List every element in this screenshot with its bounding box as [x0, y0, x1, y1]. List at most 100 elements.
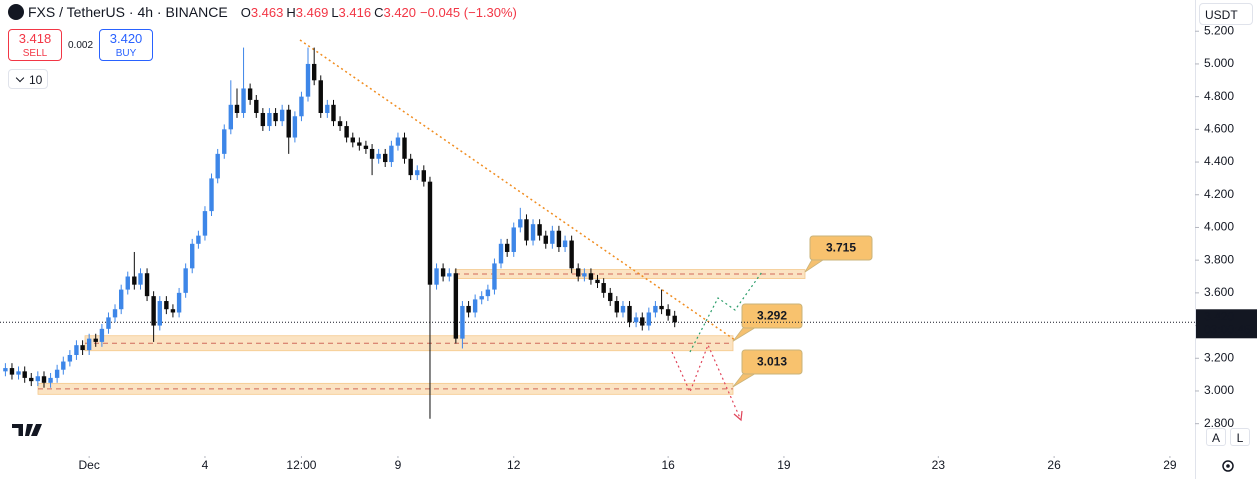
- ohlc-value: 3.416: [338, 4, 372, 20]
- currency-button[interactable]: USDT: [1199, 3, 1253, 25]
- x-tick-label: 9: [395, 458, 402, 472]
- candle-body: [228, 104, 234, 130]
- x-tick-label: Dec: [78, 458, 99, 472]
- candle-body: [29, 377, 34, 382]
- candle-body: [299, 96, 304, 117]
- candle-body: [151, 296, 156, 326]
- candle-body: [183, 268, 188, 293]
- candle-body: [86, 338, 92, 351]
- candle-body: [337, 121, 343, 127]
- candle-body: [3, 368, 8, 372]
- candle-body: [550, 230, 555, 244]
- candle-body: [627, 305, 632, 323]
- y-tick-label: 4.600: [1204, 122, 1234, 136]
- candle-body: [659, 305, 664, 310]
- candle-body: [472, 299, 478, 313]
- log-scale-button[interactable]: L: [1230, 428, 1250, 446]
- buy-label: BUY: [115, 48, 137, 59]
- bear-projection: [671, 343, 741, 419]
- candle-body: [524, 219, 529, 241]
- candle-body: [576, 268, 581, 277]
- y-tick-label: 4.000: [1204, 220, 1234, 234]
- last-price-label: 3.420: [1204, 309, 1234, 323]
- auto-scale-button[interactable]: A: [1206, 428, 1226, 446]
- candle-body: [376, 153, 381, 159]
- ohlc-key: O: [240, 4, 251, 20]
- candle-body: [118, 289, 124, 310]
- trend-line: [299, 39, 736, 341]
- y-tick-label: 3.200: [1204, 350, 1234, 364]
- y-tick-label: 5.000: [1204, 56, 1234, 70]
- y-tick-label: 4.200: [1204, 187, 1234, 201]
- y-tick-label: 3.800: [1204, 252, 1234, 266]
- candle-body: [453, 273, 459, 339]
- candle-body: [267, 112, 272, 127]
- level-label: 3.292: [757, 309, 787, 323]
- x-tick-label: 12:00: [286, 458, 316, 472]
- x-tick-label: 16: [661, 458, 675, 472]
- candle-body: [530, 224, 536, 241]
- sell-button[interactable]: 3.418 SELL: [8, 29, 62, 61]
- candle-body: [61, 361, 66, 370]
- candle-body: [357, 142, 362, 146]
- ohlc-key: C: [374, 4, 384, 20]
- candle-body: [202, 211, 208, 236]
- candle-body: [112, 309, 118, 318]
- candle-body: [138, 273, 143, 285]
- ohlc-change: −0.045 (−1.30%): [420, 4, 517, 20]
- candle-body: [408, 158, 413, 176]
- x-tick-label: 12: [507, 458, 521, 472]
- candle-body: [389, 145, 394, 163]
- candle-body: [93, 338, 98, 342]
- candle-body: [132, 276, 137, 285]
- candle-body: [170, 309, 176, 313]
- y-tick-label: 3.000: [1204, 383, 1234, 397]
- candle-body: [292, 116, 298, 138]
- ohlc-legend: O3.463 H3.469 L3.416 C3.420 −0.045 (−1.30%): [238, 5, 517, 20]
- candle-body: [164, 301, 169, 310]
- candle-body: [518, 219, 523, 228]
- candle-body: [325, 104, 330, 113]
- y-tick-label: 5.200: [1204, 23, 1234, 37]
- candle-body: [54, 369, 60, 378]
- candle-body: [99, 328, 105, 342]
- level-zone: [37, 382, 734, 395]
- candle-body: [234, 104, 240, 113]
- candle-body: [344, 126, 349, 138]
- candle-body: [286, 109, 291, 138]
- ohlc-key: H: [286, 4, 296, 20]
- candle-body: [440, 268, 446, 277]
- buy-button[interactable]: 3.420 BUY: [99, 29, 154, 61]
- candle-body: [614, 301, 619, 313]
- candle-body: [279, 109, 285, 122]
- countdown-label: 03:00:45: [1204, 322, 1251, 336]
- candle-body: [447, 273, 452, 277]
- candle-body: [190, 243, 195, 269]
- ohlc-value: 3.463: [250, 4, 284, 20]
- candle-body: [106, 317, 111, 329]
- sell-price: 3.418: [18, 31, 52, 46]
- tv-logo: [12, 424, 42, 436]
- quantity-field[interactable]: 10: [8, 69, 48, 89]
- ohlc-key: L: [331, 4, 339, 20]
- candle-body: [620, 305, 626, 313]
- settings-icon-core: [1226, 464, 1230, 468]
- bear-arrow: [733, 410, 743, 422]
- trade-panel: 3.418 SELL 0.002 3.420 BUY: [8, 29, 154, 61]
- y-tick-label: 2.800: [1204, 416, 1234, 430]
- y-tick-label: 4.400: [1204, 154, 1234, 168]
- candle-body: [260, 112, 266, 127]
- candle-body: [588, 273, 594, 280]
- candle-body: [41, 376, 47, 383]
- candle-body: [498, 243, 504, 264]
- candle-body: [9, 368, 15, 375]
- symbol-logo: [8, 4, 24, 20]
- candle-body: [144, 273, 150, 297]
- candle-body: [421, 170, 427, 182]
- candle-body: [415, 170, 420, 176]
- candle-body: [157, 301, 162, 326]
- candle-body: [247, 88, 253, 100]
- candle-body: [35, 376, 41, 382]
- candle-body: [402, 137, 407, 159]
